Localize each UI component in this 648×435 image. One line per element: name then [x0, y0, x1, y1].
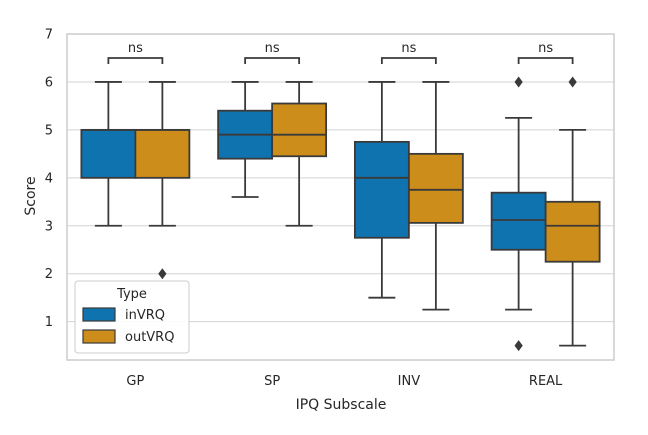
box-outVRQ-INV [407, 81, 464, 311]
significance-bracket [244, 57, 301, 64]
y-tick-label: 2 [45, 267, 53, 282]
significance-label: ns [265, 41, 280, 56]
y-tick-label: 3 [45, 219, 53, 234]
box-body [407, 152, 464, 224]
y-tick-label: 5 [45, 123, 53, 138]
box-outVRQ-REAL [544, 76, 601, 347]
significance-bracket [517, 57, 574, 64]
box-outVRQ-SP [271, 81, 328, 227]
y-tick-label: 7 [45, 28, 53, 43]
box-inVRQ-SP [217, 81, 274, 198]
significance-bracket [380, 57, 437, 64]
x-tick-label: GP [126, 374, 144, 389]
y-axis-title: Score [23, 176, 39, 215]
y-tick-label: 4 [45, 171, 53, 186]
legend-swatch-inVRQ [82, 307, 116, 322]
x-tick-label: SP [264, 374, 280, 389]
box-body [271, 102, 328, 158]
plot-border [66, 33, 615, 361]
x-tick-label: REAL [529, 374, 563, 389]
legend-label-inVRQ: inVRQ [125, 308, 165, 323]
legend: Type inVRQ outVRQ [74, 280, 190, 354]
x-tick-label: INV [398, 374, 421, 389]
box-inVRQ-INV [353, 81, 410, 299]
box-body [490, 191, 547, 251]
legend-label-outVRQ: outVRQ [125, 330, 174, 345]
y-tick-label: 1 [45, 315, 53, 330]
legend-swatch-outVRQ [82, 329, 116, 344]
outlier-point [158, 268, 167, 280]
outlier-point [568, 76, 577, 88]
legend-title: Type [116, 287, 147, 302]
box-body [80, 128, 137, 179]
significance-bracket [107, 57, 164, 64]
outlier-point [514, 76, 523, 88]
significance-label: ns [128, 41, 143, 56]
plot-frame [66, 33, 615, 361]
box-series [80, 76, 601, 352]
box-body [544, 200, 601, 263]
box-inVRQ-GP [80, 81, 137, 227]
y-tick-label: 6 [45, 75, 53, 90]
outlier-point [514, 340, 523, 352]
axis-ticks: 1 2 3 4 5 6 7 GP SP INV REAL [45, 28, 563, 390]
box-body [353, 140, 410, 239]
significance-annotations: ns ns ns ns [107, 41, 574, 64]
box-outVRQ-GP [134, 81, 191, 280]
significance-label: ns [401, 41, 416, 56]
box-body [134, 128, 191, 179]
x-axis-title: IPQ Subscale [296, 397, 387, 413]
box-inVRQ-REAL [490, 76, 547, 352]
significance-label: ns [538, 41, 553, 56]
